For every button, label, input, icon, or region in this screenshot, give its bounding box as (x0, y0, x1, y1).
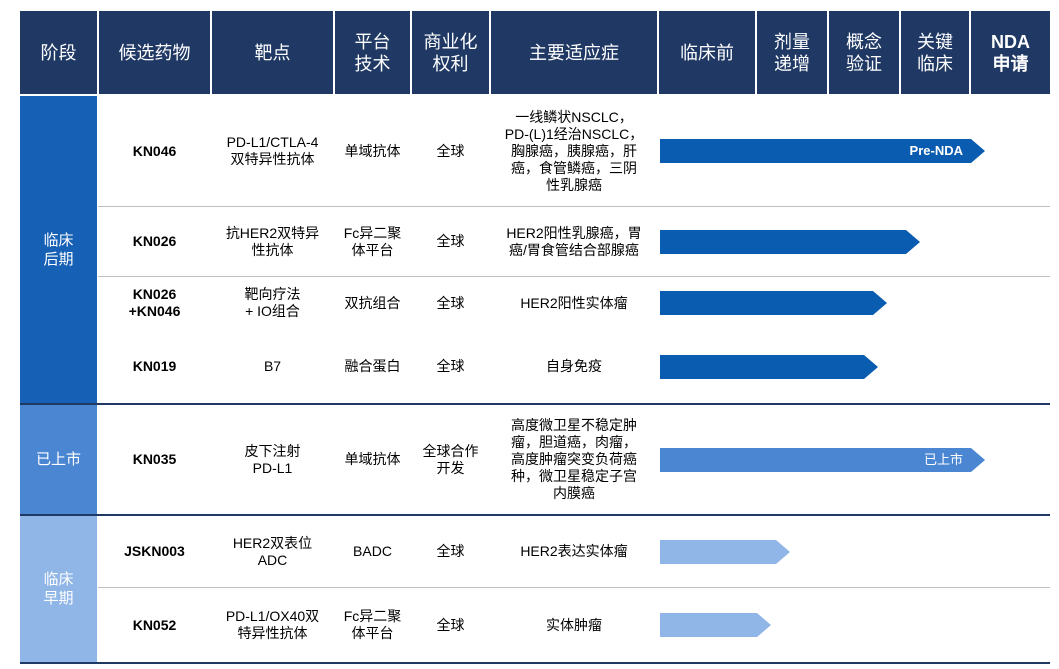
indication-cell: HER2表达实体瘤 (520, 543, 628, 559)
group-divider (20, 514, 1050, 516)
drug-cell: KN052 (132, 616, 177, 633)
header-preclinical: 临床前 (659, 11, 755, 94)
rights-cell: 全球 (436, 294, 465, 311)
drug-cell: KN026 +KN046 (128, 286, 181, 319)
row-divider (98, 587, 1050, 588)
indication-cell: HER2阳性乳腺癌，胃 癌/胃食管结合部腺癌 (506, 224, 642, 258)
target-cell: 靶向疗法 + IO组合 (244, 286, 301, 319)
header-poc: 概念 验证 (829, 11, 899, 94)
target-cell: 抗HER2双特异 性抗体 (225, 224, 320, 258)
progress-arrow-shape (660, 229, 920, 254)
group-early-clinical: 临床 早期 (20, 516, 97, 662)
header-drug: 候选药物 (99, 11, 210, 94)
indication-cell: 实体肿瘤 (546, 616, 602, 633)
indication-cell: HER2阳性实体瘤 (520, 294, 628, 311)
header-platform: 平台 技术 (335, 11, 410, 94)
progress-arrow (660, 228, 920, 256)
rights-cell: 全球合作 开发 (422, 442, 479, 476)
platform-cell: 融合蛋白 (344, 358, 401, 374)
drug-cell: JSKN003 (124, 543, 185, 559)
progress-arrow (660, 289, 887, 317)
platform-cell: Fc异二聚 体平台 (343, 224, 402, 258)
progress-arrow-shape (660, 354, 878, 379)
group-divider (20, 403, 1050, 405)
progress-arrow (660, 538, 790, 566)
progress-arrow-shape (660, 139, 985, 163)
group-marketed: 已上市 (20, 405, 97, 514)
indication-cell: 高度微卫星不稳定肿 瘤，胆道癌，肉瘤， 高度肿瘤突变负荷癌 种，微卫星稳定子宫 … (511, 417, 637, 501)
header-stage: 阶段 (20, 11, 97, 94)
progress-arrow-shape (660, 613, 771, 637)
row-divider (20, 662, 1050, 664)
header-indication: 主要适应症 (491, 11, 657, 94)
row-divider (98, 276, 1050, 277)
group-late-clinical: 临床 后期 (20, 96, 97, 403)
progress-arrow-shape (660, 539, 790, 564)
drug-cell: KN019 (132, 358, 177, 374)
header-pivotal: 关键 临床 (901, 11, 969, 94)
platform-cell: 双抗组合 (344, 294, 401, 311)
rights-cell: 全球 (436, 142, 465, 159)
indication-cell: 自身免疫 (546, 358, 602, 374)
row-divider (98, 206, 1050, 207)
progress-arrow (660, 353, 878, 381)
drug-cell: KN035 (132, 451, 177, 467)
platform-cell: Fc异二聚 体平台 (343, 608, 402, 641)
progress-arrow: Pre-NDA (660, 137, 985, 165)
platform-cell: 单域抗体 (344, 142, 401, 159)
header-nda: NDA 申请 (971, 11, 1050, 94)
header-rights: 商业化 权利 (412, 11, 489, 94)
progress-arrow-shape (660, 291, 887, 315)
rights-cell: 全球 (436, 233, 465, 249)
progress-arrow: 已上市 (660, 446, 985, 474)
progress-arrow-label: Pre-NDA (909, 143, 963, 158)
target-cell: PD-L1/OX40双 特异性抗体 (225, 608, 320, 641)
progress-arrow-shape (660, 447, 985, 472)
progress-arrow-label: 已上市 (923, 451, 963, 467)
header-dose-escalation: 剂量 递增 (757, 11, 827, 94)
rights-cell: 全球 (436, 616, 465, 633)
indication-cell: 一线鳞状NSCLC， PD-(L)1经治NSCLC， 胸腺癌，胰腺癌，肝 癌，食… (504, 108, 644, 193)
target-cell: HER2双表位 ADC (232, 534, 313, 568)
progress-arrow (660, 611, 771, 639)
rights-cell: 全球 (436, 358, 465, 374)
rights-cell: 全球 (436, 543, 465, 559)
target-cell: B7 (263, 358, 282, 374)
target-cell: PD-L1/CTLA-4 双特异性抗体 (226, 134, 319, 167)
platform-cell: 单域抗体 (344, 451, 401, 467)
platform-cell: BADC (353, 543, 392, 559)
drug-cell: KN026 (132, 233, 177, 249)
target-cell: 皮下注射 PD-L1 (244, 442, 301, 476)
header-target: 靶点 (212, 11, 333, 94)
drug-cell: KN046 (132, 142, 177, 159)
